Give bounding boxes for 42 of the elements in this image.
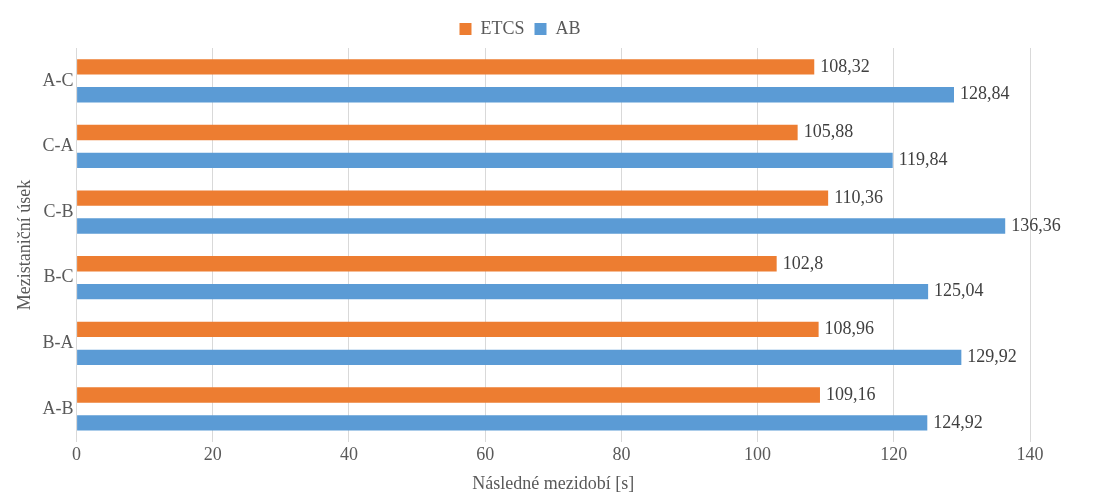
data-label: 124,92 bbox=[933, 411, 983, 432]
x-tick-label: 0 bbox=[72, 444, 82, 465]
bar bbox=[77, 415, 928, 431]
bar bbox=[77, 190, 829, 206]
x-tick-label: 20 bbox=[203, 444, 222, 465]
x-tick-label: 60 bbox=[476, 444, 495, 465]
bar bbox=[77, 59, 815, 75]
data-label: 102,8 bbox=[782, 252, 824, 273]
bar bbox=[77, 321, 819, 338]
bar bbox=[77, 218, 1006, 234]
data-label: 105,88 bbox=[803, 121, 854, 142]
y-axis-title: Mezistaniční úsek bbox=[13, 179, 34, 311]
x-tick-label: 80 bbox=[612, 444, 631, 465]
data-label: 136,36 bbox=[1011, 214, 1061, 235]
y-tick-label: B-C bbox=[43, 266, 74, 287]
bar bbox=[77, 87, 954, 103]
data-label: 109,16 bbox=[825, 383, 876, 404]
bar bbox=[77, 283, 929, 300]
legend-label: AB bbox=[555, 17, 581, 38]
x-tick-label: 140 bbox=[1016, 444, 1044, 465]
bar bbox=[77, 349, 962, 365]
bar bbox=[77, 124, 798, 141]
y-tick-label: A-C bbox=[42, 69, 74, 90]
y-tick-label: B-A bbox=[42, 332, 74, 353]
data-label: 119,84 bbox=[898, 149, 948, 170]
data-label: 108,32 bbox=[820, 55, 870, 76]
y-tick-label: A-B bbox=[42, 397, 74, 418]
data-label: 110,36 bbox=[834, 186, 883, 207]
data-label: 128,84 bbox=[960, 83, 1010, 104]
x-tick-label: 100 bbox=[744, 444, 772, 465]
legend-label: ETCS bbox=[480, 17, 525, 38]
y-tick-label: C-B bbox=[43, 200, 74, 221]
x-tick-label: 40 bbox=[340, 444, 358, 465]
bar bbox=[77, 256, 777, 272]
x-axis-title: Následné mezidobí [s] bbox=[472, 472, 635, 493]
x-tick-label: 120 bbox=[880, 444, 908, 465]
data-label: 125,04 bbox=[934, 280, 984, 301]
bar bbox=[77, 387, 820, 403]
data-label: 108,96 bbox=[824, 318, 875, 339]
y-tick-label: C-A bbox=[42, 135, 74, 156]
bar bbox=[77, 152, 893, 169]
data-label: 129,92 bbox=[967, 346, 1017, 367]
